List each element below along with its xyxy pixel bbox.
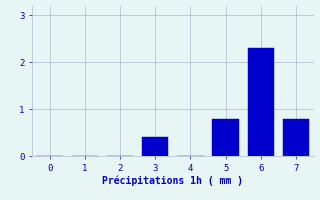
Bar	[212, 118, 239, 156]
Bar	[248, 48, 274, 156]
Bar	[283, 118, 309, 156]
Bar	[142, 137, 168, 156]
X-axis label: Précipitations 1h ( mm ): Précipitations 1h ( mm )	[102, 175, 243, 186]
